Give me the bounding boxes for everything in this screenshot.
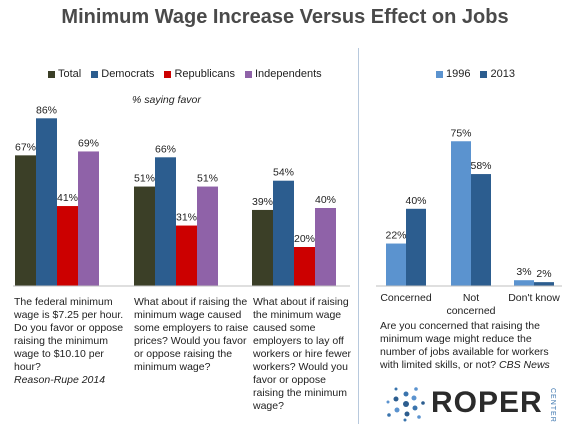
- bar-independents-q3: [315, 208, 336, 286]
- bar-label-republicans-q1: 41%: [57, 192, 78, 204]
- bar-label-1996-cat3: 3%: [516, 266, 531, 278]
- bar-2013-cat3: [534, 282, 554, 286]
- bar-label-2013-cat3: 2%: [536, 268, 551, 280]
- party-legend: Total Democrats Republicans Independents: [48, 68, 332, 80]
- bar-republicans-q2: [176, 225, 197, 286]
- roper-logo-mark-icon: [386, 387, 425, 422]
- bar-label-independents-q3: 40%: [315, 194, 336, 206]
- bar-republicans-q3: [294, 247, 315, 286]
- roper-center-logo: ROPER CENTER: [383, 386, 563, 423]
- category-label-3: Don't know: [508, 292, 560, 304]
- chart-title: Minimum Wage Increase Versus Effect on J…: [61, 6, 509, 28]
- bar-democrats-q1: [36, 118, 57, 286]
- bar-label-republicans-q3: 20%: [294, 233, 315, 245]
- bar-label-2013-cat2: 58%: [470, 160, 491, 172]
- roper-logo-sub: CENTER: [549, 388, 556, 423]
- legend-item-2013: 2013: [480, 68, 515, 80]
- chart-subnote: % saying favor: [132, 94, 201, 106]
- bar-democrats-q2: [155, 157, 176, 286]
- question-3: What about if raising the minimum wage c…: [253, 296, 352, 412]
- bar-label-total-q3: 39%: [252, 196, 273, 208]
- section-divider: [358, 48, 359, 424]
- bar-label-independents-q2: 51%: [197, 173, 218, 185]
- bar-total-q1: [15, 155, 36, 286]
- bar-label-1996-cat1: 22%: [385, 230, 406, 242]
- bar-label-republicans-q2: 31%: [176, 212, 197, 224]
- bar-total-q3: [252, 209, 273, 286]
- bar-1996-cat2: [451, 141, 471, 286]
- bar-label-total-q2: 51%: [134, 173, 155, 185]
- category-label-1: Concerned: [380, 292, 432, 304]
- question-4-source: CBS News: [499, 359, 550, 371]
- bar-1996-cat1: [386, 243, 406, 286]
- bar-label-1996-cat2: 75%: [450, 127, 471, 139]
- bar-2013-cat2: [471, 174, 491, 286]
- category-label-2: concerned: [446, 305, 495, 317]
- year-legend: 1996 2013: [436, 68, 525, 80]
- legend-item-republicans: Republicans: [164, 68, 235, 80]
- bar-2013-cat1: [406, 208, 426, 286]
- question-4: Are you concerned that raising the minim…: [380, 320, 550, 371]
- question-2: What about if raising the minimum wage c…: [134, 296, 249, 373]
- bar-label-2013-cat1: 40%: [405, 195, 426, 207]
- category-label-2: Not: [463, 292, 479, 304]
- question-1-source: Reason-Rupe 2014: [14, 374, 106, 386]
- question-1: The federal minimum wage is $7.25 per ho…: [14, 296, 124, 386]
- bar-label-independents-q1: 69%: [78, 137, 99, 149]
- bar-independents-q1: [78, 151, 99, 286]
- roper-logo-wordmark: ROPER: [431, 386, 543, 419]
- legend-item-democrats: Democrats: [91, 68, 154, 80]
- bar-label-total-q1: 67%: [15, 141, 36, 153]
- legend-item-1996: 1996: [436, 68, 470, 80]
- bar-1996-cat3: [514, 280, 534, 286]
- bar-republicans-q1: [57, 206, 78, 286]
- bar-label-democrats-q1: 86%: [36, 104, 57, 116]
- legend-item-total: Total: [48, 68, 81, 80]
- bar-total-q2: [134, 186, 155, 286]
- bar-label-democrats-q2: 66%: [155, 143, 176, 155]
- bar-independents-q2: [197, 186, 218, 286]
- legend-item-independents: Independents: [244, 68, 322, 80]
- bar-label-democrats-q3: 54%: [273, 167, 294, 179]
- bar-democrats-q3: [273, 180, 294, 286]
